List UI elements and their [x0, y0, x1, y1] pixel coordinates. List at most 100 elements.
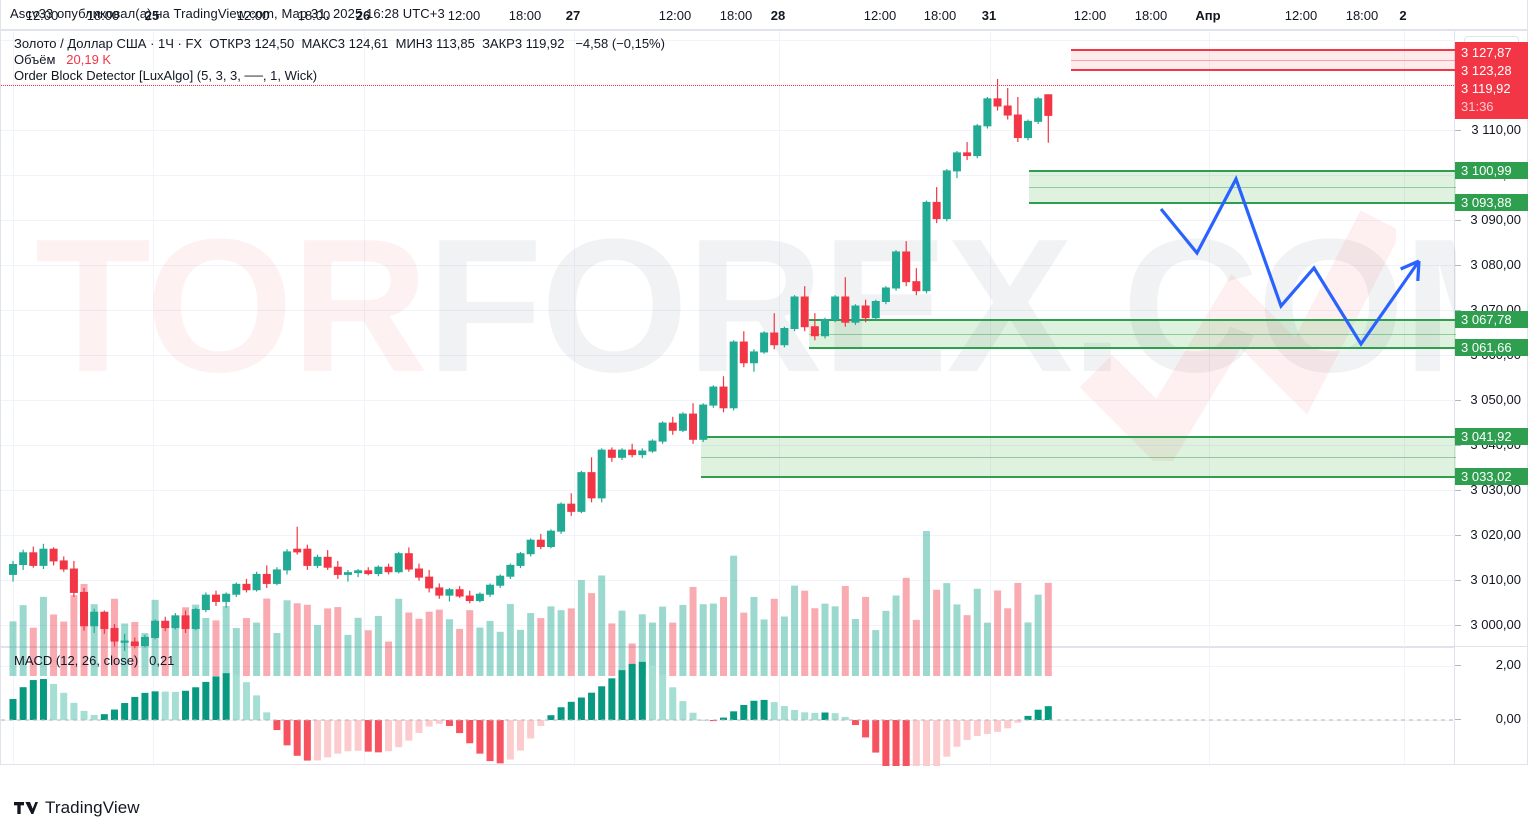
volume-bar — [506, 604, 514, 676]
macd-bar — [405, 720, 413, 741]
price-badge-mid: 3 123,28 — [1461, 63, 1512, 79]
grid-line — [1, 310, 1456, 312]
volume-bar — [841, 585, 849, 676]
axis-tick — [1455, 719, 1461, 720]
volume-bar — [70, 595, 78, 676]
volume-bar — [334, 607, 342, 676]
volume-bar — [405, 612, 413, 676]
candle-body — [191, 609, 200, 629]
candle-body — [577, 472, 586, 512]
macd-bar — [111, 709, 118, 720]
macd-bar — [222, 673, 230, 720]
macd-bar — [334, 720, 342, 754]
volume-bar — [598, 575, 606, 676]
candle-body — [1024, 120, 1032, 139]
time-axis-label: 31 — [981, 8, 997, 23]
volume-bar — [232, 628, 240, 676]
volume-bar — [466, 610, 474, 676]
candle-body — [739, 341, 748, 364]
macd-bar — [770, 702, 778, 720]
macd-bar — [212, 676, 220, 720]
legend-ohlc-row: Золото / Доллар США · 1Ч · FX ОТКР3 124,… — [14, 36, 665, 52]
macd-bar — [851, 720, 859, 726]
candle-body — [69, 568, 78, 593]
candle-body — [871, 300, 880, 319]
candle-body — [810, 326, 819, 337]
candle-body — [333, 566, 342, 575]
volume-bar — [689, 586, 697, 676]
current-price-badge[interactable]: 3 127,87 3 123,28 3 119,92 31:36 — [1455, 42, 1528, 120]
volume-bar — [780, 616, 788, 676]
price-pane[interactable]: TORFOREX.COM — [0, 30, 1456, 676]
grid-line — [364, 648, 365, 766]
macd-bar — [699, 719, 707, 721]
legend-high-value: 3 124,61 — [337, 36, 389, 51]
candle-body — [1034, 98, 1043, 122]
order-block-price-badge[interactable]: 3 061,66 — [1455, 338, 1528, 356]
macd-bar — [70, 702, 78, 720]
candle-body — [59, 560, 68, 570]
volume-bar — [608, 623, 616, 676]
time-axis[interactable]: 12:00 18:00 25 12:00 18:00 26 12:00 18:00 27 12:0… — [0, 0, 1528, 30]
candle-body — [252, 573, 261, 591]
grid-line — [13, 31, 14, 648]
candle-body — [374, 566, 383, 575]
macd-legend-label[interactable]: MACD (12, 26, close) — [14, 653, 139, 668]
macd-bar — [537, 720, 545, 726]
order-block-price-badge[interactable]: 3 033,02 — [1455, 467, 1528, 485]
volume-bar — [151, 599, 159, 676]
volume-bar — [141, 633, 149, 676]
candle-body — [425, 576, 434, 589]
macd-bar — [374, 720, 382, 753]
macd-bar — [90, 714, 98, 720]
volume-bar — [39, 596, 47, 676]
candle-body — [749, 351, 758, 364]
macd-bar — [994, 720, 1002, 732]
macd-bar — [344, 720, 352, 752]
order-block-price-badge[interactable]: 3 067,78 — [1455, 311, 1528, 329]
order-block-price-badge[interactable]: 3 093,88 — [1455, 193, 1528, 211]
legend-symbol[interactable]: Золото / Доллар США · 1Ч · FX — [14, 36, 203, 51]
candle-body — [283, 551, 292, 571]
macd-pane[interactable] — [0, 647, 1456, 766]
volume-bar — [730, 555, 738, 676]
order-block-edge — [1071, 69, 1456, 72]
time-axis-label: 25 — [144, 8, 160, 23]
macd-bar — [435, 720, 443, 724]
macd-bar — [100, 714, 108, 720]
volume-bar — [709, 603, 717, 676]
macd-bar — [425, 720, 433, 727]
volume-bar — [994, 590, 1002, 676]
macd-bar — [638, 661, 646, 720]
volume-bar — [9, 621, 17, 676]
candle-body — [973, 125, 982, 157]
candle-body — [486, 584, 495, 595]
volume-bar — [192, 604, 200, 676]
volume-bar — [202, 617, 210, 676]
price-axis[interactable]: USD 3 000,003 010,003 020,003 030,003 04… — [1455, 30, 1528, 647]
macd-bar — [557, 707, 565, 720]
candle-body — [892, 251, 901, 289]
order-block-price-badge[interactable]: 3 041,92 — [1455, 427, 1528, 445]
volume-bar — [638, 614, 646, 676]
volume-bar — [973, 588, 981, 676]
order-block-edge — [1071, 48, 1456, 51]
tradingview-logo[interactable]: TradingView — [14, 798, 140, 818]
macd-bar — [628, 663, 636, 720]
macd-bar — [506, 720, 514, 760]
volume-bar — [791, 585, 799, 676]
legend-volume-value: 20,19 K — [66, 52, 112, 67]
volume-bar — [456, 628, 464, 676]
price-axis-label: 3 050,00 — [1470, 392, 1521, 408]
legend-low-label: МИН — [395, 36, 426, 51]
order-block-price-badge[interactable]: 3 100,99 — [1455, 161, 1528, 179]
volume-bar — [740, 612, 748, 676]
legend-change: −4,58 (−0,15%) — [575, 36, 665, 51]
macd-axis[interactable]: 2,00 0,00 — [1455, 647, 1528, 765]
legend-indicator-row[interactable]: Order Block Detector [LuxAlgo] (5, 3, 3,… — [14, 68, 318, 83]
volume-bar — [1014, 582, 1022, 676]
volume-bar — [222, 606, 230, 676]
axis-tick — [1455, 625, 1461, 627]
time-axis-label: 27 — [565, 8, 581, 23]
grid-line — [1, 535, 1456, 537]
